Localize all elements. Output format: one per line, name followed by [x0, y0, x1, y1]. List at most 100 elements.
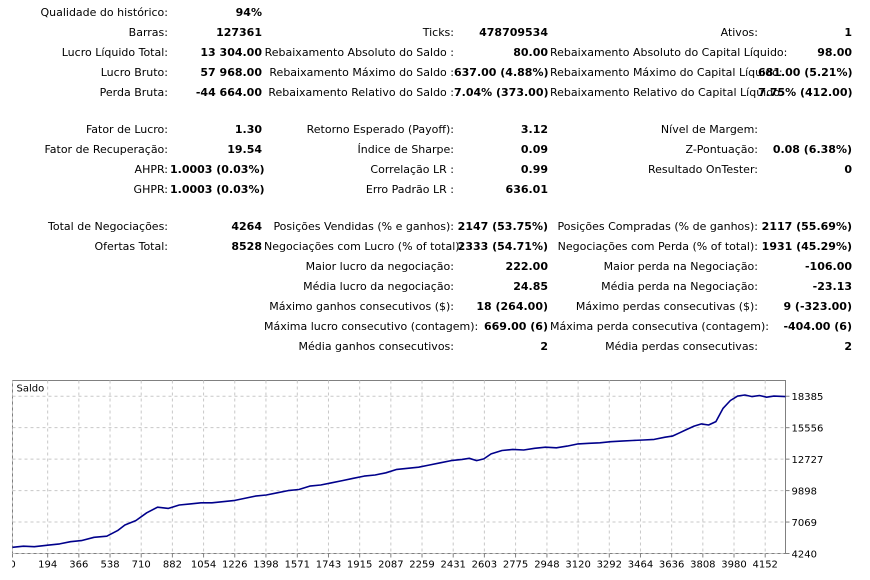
metric-label: Rebaixamento Absoluto do Capital Líquido… — [550, 46, 788, 59]
x-tick-label: 710 — [132, 560, 151, 571]
x-tick-label: 4152 — [752, 560, 777, 571]
report-row: Fator de Lucro: 1.30 Retorno Esperado (Pay… — [0, 120, 870, 140]
x-tick-label: 3808 — [690, 560, 715, 571]
metric-label: Maior lucro da negociação: — [305, 260, 454, 273]
x-tick-label: 2775 — [503, 560, 528, 571]
metric-value: 1 — [844, 26, 852, 39]
metric-value: 3.12 — [520, 123, 548, 136]
report-row: Máximo ganhos consecutivos ($): 18 (264.0… — [0, 297, 870, 317]
y-tick-label: 4240 — [792, 550, 817, 561]
metric-value: 18 (264.00) — [476, 300, 548, 313]
report-row: Média ganhos consecutivos: 2 Média perdas … — [0, 337, 870, 357]
metric-value: 1.0003 (0.03%) — [170, 163, 265, 176]
report-row: Barras: 127361 Ticks: 478709534 Ativos: 1 — [0, 23, 870, 43]
x-tick-label: 1571 — [285, 560, 310, 571]
metric-label: Retorno Esperado (Payoff): — [306, 123, 454, 136]
metric-value: 127361 — [216, 26, 262, 39]
x-tick-label: 3464 — [628, 560, 653, 571]
metric-label: GHPR: — [133, 183, 168, 196]
metric-label: Negociações com Perda (% of total): — [557, 240, 758, 253]
metric-value: 2 — [540, 340, 548, 353]
report-table: Qualidade do histórico: 94% Barras: 127361 T… — [0, 3, 870, 357]
metric-value: 98.00 — [817, 46, 852, 59]
plot-area — [12, 380, 786, 554]
x-tick-label: 0 — [12, 560, 16, 571]
metric-label: Negociações com Lucro (% of total): — [264, 240, 464, 253]
metric-label: Rebaixamento Máximo do Capital Líquido: — [550, 66, 783, 79]
metric-value: 0.09 — [520, 143, 548, 156]
metric-label: Máxima perda consecutiva (contagem): — [550, 320, 769, 333]
metric-label: Nível de Margem: — [660, 123, 758, 136]
metric-label: Resultado OnTester: — [647, 163, 758, 176]
x-tick-label: 882 — [163, 560, 182, 571]
metric-value: 669.00 (6) — [484, 320, 548, 333]
report-row: Média lucro da negociação: 24.85 Média per… — [0, 277, 870, 297]
metric-value: 80.00 — [513, 46, 548, 59]
metric-value — [758, 123, 852, 137]
metric-value: 0.08 (6.38%) — [772, 143, 852, 156]
metric-label: Máximo perdas consecutivas ($): — [575, 300, 758, 313]
x-tick-label: 2431 — [440, 560, 465, 571]
metric-value: 637.00 (4.88%) — [454, 66, 549, 79]
report-row: Lucro Líquido Total: 13 304.00 Rebaixament… — [0, 43, 870, 63]
x-tick-label: 3980 — [721, 560, 746, 571]
metric-value: 4264 — [231, 220, 262, 233]
y-tick-label: 18385 — [792, 392, 824, 403]
metric-value: 8528 — [231, 240, 262, 253]
metric-label: Rebaixamento Absoluto do Saldo : — [264, 46, 454, 59]
metric-value: -106.00 — [804, 260, 852, 273]
report-row: Maior lucro da negociação: 222.00 Maior pe… — [0, 257, 870, 277]
y-tick-label: 9898 — [792, 487, 817, 498]
metric-label: Máximo ganhos consecutivos ($): — [269, 300, 454, 313]
x-tick-label: 366 — [69, 560, 88, 571]
metric-value: 478709534 — [479, 26, 548, 39]
metric-label: Fator de Lucro: — [85, 123, 168, 136]
metric-value: 94% — [235, 6, 262, 19]
report-row: Ofertas Total: 8528 Negociações com Lucro … — [0, 237, 870, 257]
x-tick-label: 1915 — [347, 560, 372, 571]
metric-value: 57 968.00 — [200, 66, 262, 79]
metric-value: 0 — [844, 163, 852, 176]
x-tick-label: 3292 — [597, 560, 622, 571]
metric-label: Perda Bruta: — [99, 86, 168, 99]
metric-label: Ticks: — [422, 26, 454, 39]
x-tick-label: 538 — [100, 560, 119, 571]
metric-value: 1.0003 (0.03%) — [170, 183, 265, 196]
x-tick-label: 194 — [38, 560, 57, 571]
metric-label: Lucro Bruto: — [100, 66, 168, 79]
metric-label: Ativos: — [720, 26, 758, 39]
metric-label: Média perdas consecutivas: — [605, 340, 758, 353]
metric-value: -44 664.00 — [195, 86, 262, 99]
metric-value: -404.00 (6) — [783, 320, 852, 333]
metric-value: 636.01 — [505, 183, 548, 196]
report-row: Qualidade do histórico: 94% — [0, 3, 870, 23]
report-row: Fator de Recuperação: 19.54 Índice de Shar… — [0, 140, 870, 160]
metric-label: Erro Padrão LR : — [365, 183, 454, 196]
metric-label: AHPR: — [134, 163, 168, 176]
metric-label: Máxima lucro consecutivo (contagem): — [264, 320, 479, 333]
x-tick-label: 1398 — [253, 560, 278, 571]
report-row: Máxima lucro consecutivo (contagem): 669.… — [0, 317, 870, 337]
metric-label: Maior perda na Negociação: — [603, 260, 758, 273]
x-tick-label: 2087 — [378, 560, 403, 571]
metric-label: Posições Compradas (% de ganhos): — [557, 220, 758, 233]
report-row: Lucro Bruto: 57 968.00 Rebaixamento Máximo… — [0, 63, 870, 83]
x-tick-label: 1054 — [191, 560, 216, 571]
metric-value: 1931 (45.29%) — [761, 240, 852, 253]
metric-label: Posições Vendidas (% e ganhos): — [273, 220, 454, 233]
x-tick-label: 3120 — [565, 560, 590, 571]
report-row: GHPR: 1.0003 (0.03%) Erro Padrão LR : 636.0… — [0, 180, 870, 200]
metric-label: Rebaixamento Relativo do Capital Líquido… — [550, 86, 784, 99]
metric-value: 2333 (54.71%) — [457, 240, 548, 253]
metric-value: 2 — [844, 340, 852, 353]
x-tick-label: 1226 — [222, 560, 247, 571]
metric-label: Índice de Sharpe: — [357, 143, 455, 156]
metric-value: 2117 (55.69%) — [761, 220, 852, 233]
metric-value: 13 304.00 — [200, 46, 262, 59]
x-tick-label: 3636 — [659, 560, 684, 571]
metric-label: Rebaixamento Máximo do Saldo : — [269, 66, 454, 79]
metric-value: 9 (-323.00) — [783, 300, 852, 313]
metric-value: 24.85 — [513, 280, 548, 293]
x-tick-label: 2259 — [409, 560, 434, 571]
x-tick-label: 2948 — [534, 560, 559, 571]
